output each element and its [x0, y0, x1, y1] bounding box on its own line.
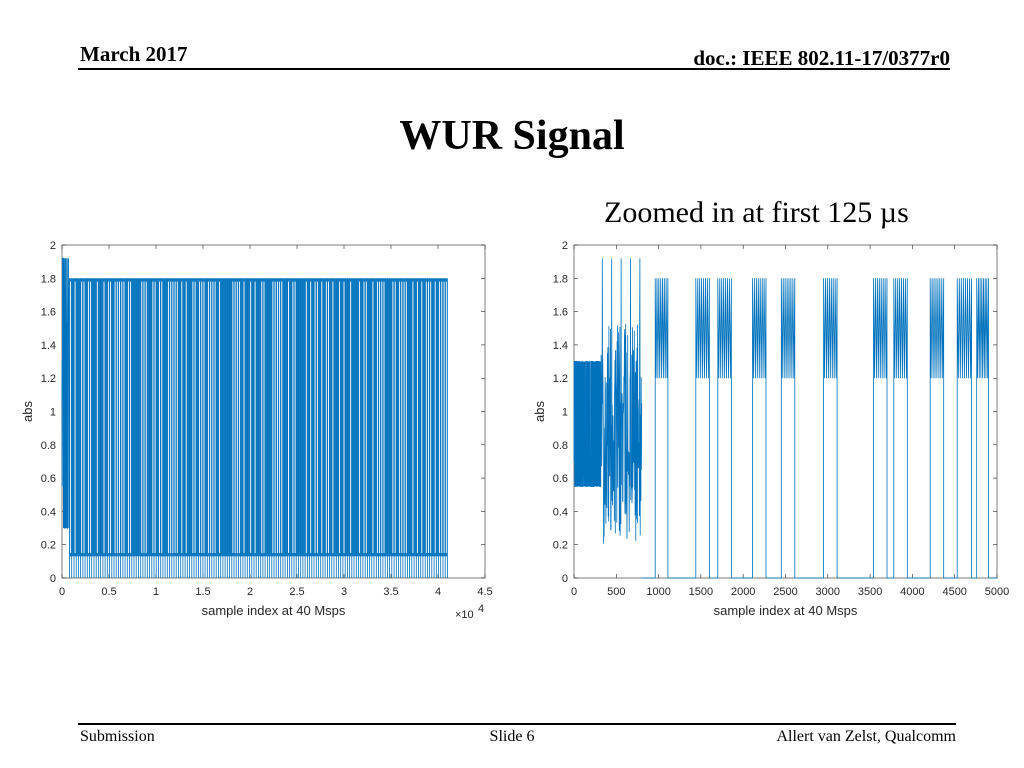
- preamble-trace: [573, 361, 602, 487]
- chart-zoomed-signal-svg: 0 0.2 0.4 0.6 0.8 1 1.2 1.4 1.6 1.8 2 0 500 1000 1500 2…: [532, 240, 1009, 618]
- y-tick-label: 0.8: [553, 440, 568, 452]
- header-date: March 2017: [80, 42, 188, 66]
- y-axis-label: abs: [20, 401, 35, 422]
- x-axis-label: sample index at 40 Msps: [202, 603, 346, 618]
- x-tick-label: 1: [153, 586, 159, 598]
- x-tick-label: 0: [571, 586, 577, 598]
- y-tick-label: 0: [50, 573, 56, 585]
- header-divider: [78, 68, 950, 70]
- footer-slide-number: Slide 6: [489, 728, 535, 745]
- on-off-trace: [641, 278, 997, 579]
- series-abs: [573, 258, 997, 579]
- preamble-trace: [61, 257, 70, 529]
- x-tick-label: 4000: [900, 586, 924, 598]
- x-tick-label: 1500: [689, 586, 713, 598]
- x-tick-label: 0: [59, 586, 65, 598]
- y-tick-label: 1: [50, 407, 56, 419]
- chart-full-signal: 0 0.2 0.4 0.6 0.8 1 1.2 1.4 1.6 1.8 2 0 0.5 1 1.5 2 2.5 3…: [0, 232, 510, 632]
- footer-author: Allert van Zelst, Qualcomm: [776, 728, 956, 745]
- x-tick-label: 2500: [773, 586, 797, 598]
- x-axis-exponent-power: 4: [478, 603, 484, 615]
- y-tick-label: 1.8: [41, 273, 56, 285]
- y-tick-label: 0.6: [553, 473, 568, 485]
- x-axis-exponent: ×10: [455, 609, 474, 621]
- x-tick-label: 500: [607, 586, 625, 598]
- y-tick-label: 0: [562, 573, 568, 585]
- x-tick-label: 1.5: [195, 586, 210, 598]
- x-tick-label: 3000: [816, 586, 840, 598]
- footer-divider: [78, 723, 956, 725]
- y-tick-label: 0.8: [41, 440, 56, 452]
- x-tick-label: 2.5: [289, 586, 304, 598]
- x-tick-label: 4: [435, 586, 441, 598]
- x-tick-label: 0.5: [101, 586, 116, 598]
- x-tick-label: 3: [341, 586, 347, 598]
- y-tick-label: 0.4: [553, 506, 568, 518]
- x-tick-label: 3.5: [383, 586, 398, 598]
- y-tick-label: 1.6: [41, 307, 56, 319]
- y-tick-label: 1.8: [553, 273, 568, 285]
- y-tick-label: 0.4: [41, 506, 56, 518]
- y-axis-label: abs: [532, 401, 547, 422]
- chart-full-signal-svg: 0 0.2 0.4 0.6 0.8 1 1.2 1.4 1.6 1.8 2 0 0.5 1 1.5 2 2.5 3…: [20, 240, 493, 621]
- envelope-gaps: [70, 281, 447, 553]
- x-tick-label: 2000: [731, 586, 755, 598]
- x-tick-label: 4.5: [477, 586, 492, 598]
- x-tick-label: 3500: [858, 586, 882, 598]
- slide-title: WUR Signal: [399, 113, 625, 159]
- slide-subtitle: Zoomed in at first 125 µs: [604, 196, 909, 229]
- x-tick-label: 1000: [646, 586, 670, 598]
- series-abs: [61, 257, 448, 578]
- x-tick-label: 2: [247, 586, 253, 598]
- x-axis-label: sample index at 40 Msps: [714, 603, 858, 618]
- y-tick-label: 1.4: [553, 340, 568, 352]
- x-tick-label: 5000: [985, 586, 1009, 598]
- y-tick-label: 1.4: [41, 340, 56, 352]
- footer-submission: Submission: [80, 728, 155, 745]
- envelope-dips: [69, 278, 448, 578]
- y-tick-label: 1.2: [41, 373, 56, 385]
- chart-zoomed-signal: 0 0.2 0.4 0.6 0.8 1 1.2 1.4 1.6 1.8 2 0 500 1000 1500 2…: [512, 232, 1022, 632]
- y-tick-label: 1: [562, 407, 568, 419]
- y-tick-label: 2: [50, 240, 56, 252]
- y-tick-label: 0.2: [41, 540, 56, 552]
- y-tick-label: 0.6: [41, 473, 56, 485]
- y-tick-label: 2: [562, 240, 568, 252]
- transition-trace: [600, 258, 643, 544]
- y-tick-label: 1.6: [553, 307, 568, 319]
- y-tick-label: 1.2: [553, 373, 568, 385]
- x-tick-label: 4500: [942, 586, 966, 598]
- header-doc-id: doc.: IEEE 802.11-17/0377r0: [693, 46, 950, 70]
- y-tick-label: 0.2: [553, 540, 568, 552]
